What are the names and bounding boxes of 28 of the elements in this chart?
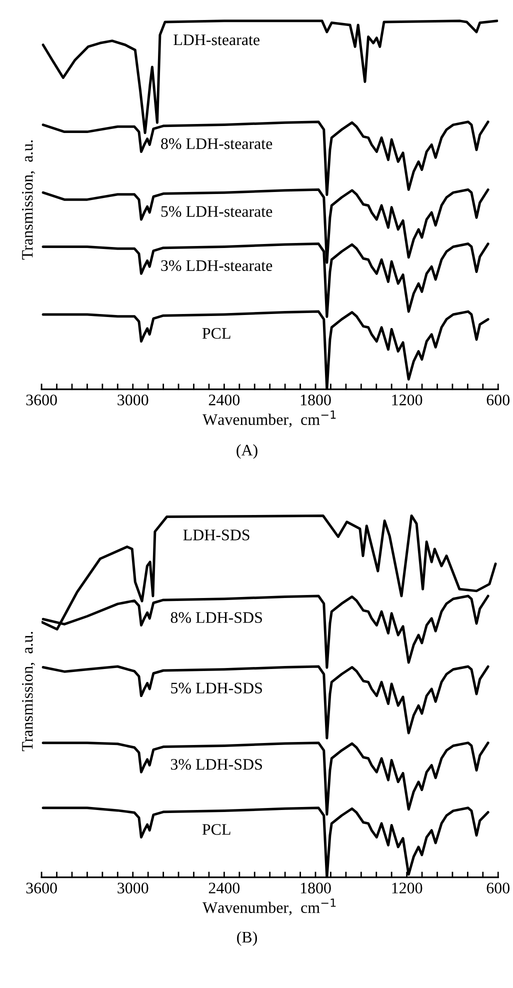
series-label: PCL (202, 824, 230, 835)
series-label: LDH-SDS (183, 530, 250, 540)
y-axis-title: Transmission, a.u. (22, 140, 36, 260)
x-tick-label: 3000 (118, 882, 148, 894)
x-axis-title: Wavenumber, cm$^{−1}$ (202, 410, 336, 428)
x-tick-label: 600 (486, 882, 510, 894)
series-label: 5% LDH-stearate (161, 206, 272, 217)
series-label: 8% LDH-stearate (161, 138, 272, 150)
x-tick-label: 1200 (392, 394, 422, 406)
x-tick-label: 3600 (26, 882, 57, 894)
series-label: 3% LDH-stearate (161, 260, 272, 272)
series-label: PCL (202, 328, 230, 339)
x-axis-title: Wavenumber, cm$^{−1}$ (202, 898, 336, 916)
series-label: LDH-stearate (174, 34, 260, 46)
text: (B) (237, 931, 257, 946)
x-tick-label: 1200 (392, 882, 422, 894)
text: (A) (236, 444, 258, 459)
y-axis-title: Transmission, a.u. (22, 632, 36, 752)
x-tick-label: 3600 (26, 394, 57, 406)
series-label: 5% LDH-SDS (171, 682, 262, 694)
series-label: 8% LDH-SDS (170, 612, 262, 623)
x-tick-label: 1800 (300, 394, 331, 406)
x-tick-label: 3000 (118, 394, 148, 406)
x-tick-label: 2400 (208, 394, 240, 406)
x-tick-label: 2400 (208, 882, 240, 894)
x-tick-label: 1800 (300, 882, 331, 894)
series-label: 3% LDH-SDS (170, 758, 262, 770)
x-tick-label: 600 (486, 394, 510, 406)
